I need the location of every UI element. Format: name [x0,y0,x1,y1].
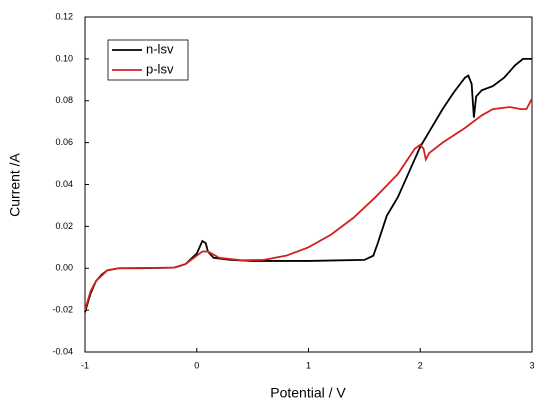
y-tick-label: 0.04 [55,179,73,189]
y-tick-label: 0.00 [55,263,73,273]
x-tick-label: 3 [529,360,534,370]
y-tick-label: -0.04 [52,346,73,356]
legend-label: p-lsv [146,61,174,76]
y-tick-label: 0.06 [55,137,73,147]
y-tick-label: 0.12 [55,11,73,21]
y-tick-label: 0.08 [55,95,73,105]
x-tick-label: -1 [81,360,89,370]
legend-box [107,39,189,81]
data-line [84,57,532,313]
legend-label: n-lsv [146,41,174,56]
y-tick-label: 0.02 [55,221,73,231]
x-tick-label: 0 [194,360,199,370]
x-tick-label: 1 [306,360,311,370]
x-axis-label: Potential / V [270,385,346,401]
x-tick-label: 2 [418,360,423,370]
y-tick-label: 0.10 [55,53,73,63]
y-axis-label: Current /A [7,152,23,216]
data-line [84,98,533,311]
y-tick-label: -0.02 [52,305,73,315]
